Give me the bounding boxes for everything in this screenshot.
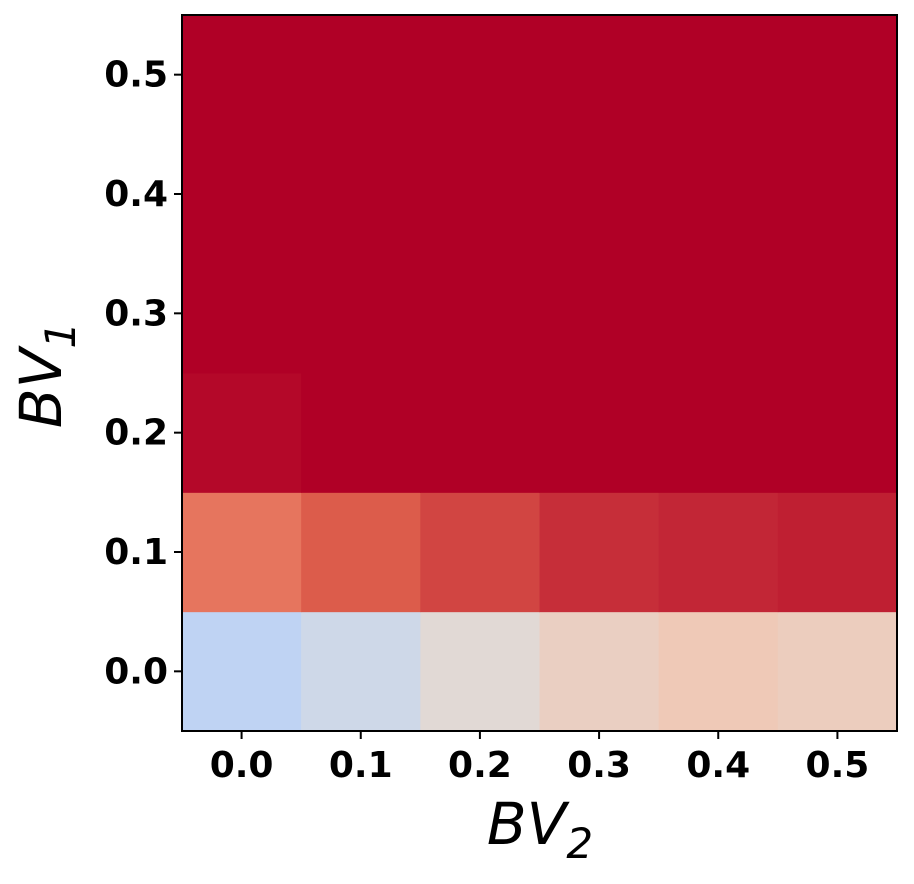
x-label-subscript: 2	[566, 819, 593, 868]
y-tick-label: 0.1	[104, 532, 168, 573]
heatmap-cell	[301, 134, 421, 255]
heatmap-cell	[777, 134, 898, 255]
x-tick-label: 0.4	[686, 745, 750, 786]
heatmap-cell	[539, 253, 660, 374]
heatmap-cell	[182, 611, 302, 732]
y-label-subscript: 1	[36, 322, 85, 349]
heatmap-cell	[301, 253, 421, 374]
heatmap-cell	[420, 611, 540, 732]
y-label-text: BV	[7, 344, 75, 428]
x-tick-label: 0.2	[448, 745, 512, 786]
heatmap-cell	[182, 492, 302, 613]
heatmap-cell	[420, 492, 540, 613]
x-tick-label: 0.5	[806, 745, 870, 786]
heatmap-cell	[182, 15, 302, 135]
heatmap-cell	[658, 492, 779, 613]
heatmap-cell	[539, 373, 660, 493]
heatmap-cell	[301, 611, 421, 732]
x-label-text: BV	[487, 790, 571, 858]
x-tick-label: 0.3	[567, 745, 631, 786]
y-tick-label: 0.3	[104, 293, 168, 334]
heatmap-cell	[539, 15, 660, 135]
heatmap	[182, 15, 898, 732]
heatmap-cell	[658, 253, 779, 374]
heatmap-cell	[182, 134, 302, 255]
heatmap-cell	[182, 253, 302, 374]
heatmap-cell	[777, 611, 898, 732]
x-tick-label: 0.1	[329, 745, 393, 786]
y-tick-label: 0.2	[104, 413, 168, 454]
heatmap-cell	[777, 253, 898, 374]
y-tick-label: 0.5	[104, 55, 168, 96]
plot-frame	[181, 14, 898, 732]
heatmap-cell	[420, 253, 540, 374]
heatmap-cell	[777, 492, 898, 613]
heatmap-cell	[658, 373, 779, 493]
heatmap-cell	[420, 15, 540, 135]
heatmap-cell	[658, 15, 779, 135]
heatmap-cell	[420, 134, 540, 255]
heatmap-cell	[777, 373, 898, 493]
y-axis-label: BV1	[7, 322, 84, 428]
heatmap-cell	[301, 15, 421, 135]
y-tick-label: 0.0	[104, 651, 168, 692]
heatmap-cell	[301, 373, 421, 493]
heatmap-cell	[539, 492, 660, 613]
heatmap-cell	[777, 15, 898, 135]
heatmap-cell	[658, 134, 779, 255]
x-tick-label: 0.0	[210, 745, 274, 786]
heatmap-cell	[539, 611, 660, 732]
heatmap-cell	[658, 611, 779, 732]
heatmap-cell	[539, 134, 660, 255]
heatmap-cell	[182, 373, 302, 493]
y-tick-label: 0.4	[104, 174, 168, 215]
heatmap-cell	[301, 492, 421, 613]
heatmap-cell	[420, 373, 540, 493]
x-axis-label: BV2	[487, 790, 593, 867]
